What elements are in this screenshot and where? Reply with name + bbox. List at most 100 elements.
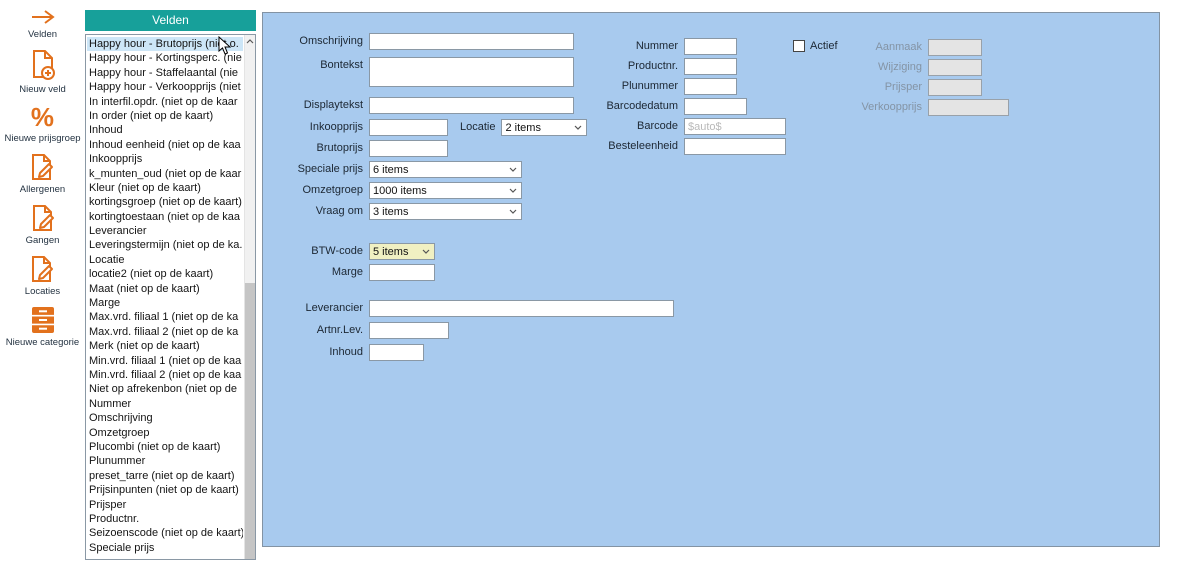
list-item[interactable]: Maat (niet op de kaart) xyxy=(89,282,200,295)
plunummer-input[interactable] xyxy=(684,78,737,95)
sidebar-item-nieuwe-prijsgroep[interactable]: % Nieuwe prijsgroep xyxy=(4,104,80,144)
chevron-down-icon xyxy=(509,209,517,214)
displaytekst-input[interactable] xyxy=(369,97,574,114)
speciale-prijs-value: 6 items xyxy=(373,163,409,176)
document-edit-icon xyxy=(28,255,56,283)
sidebar-item-velden[interactable]: Velden xyxy=(28,8,57,40)
list-item[interactable]: Niet op afrekenbon (niet op de xyxy=(89,383,237,396)
drawer-icon xyxy=(30,306,56,334)
btw-code-label: BTW-code xyxy=(311,245,363,257)
document-edit-icon xyxy=(28,153,56,181)
sidebar-item-gangen[interactable]: Gangen xyxy=(26,204,59,246)
list-item[interactable]: preset_tarre (niet op de kaart) xyxy=(89,469,235,482)
list-item[interactable]: Happy hour - Verkoopprijs (niet xyxy=(89,81,241,94)
list-item[interactable]: kortingtoestaan (niet op de kaa xyxy=(89,210,241,223)
artnr-lev-input[interactable] xyxy=(369,322,449,339)
list-item[interactable]: In interfil.opdr. (niet op de kaar xyxy=(89,95,238,108)
omzetgroep-label: Omzetgroep xyxy=(302,184,363,196)
chevron-down-icon xyxy=(575,125,582,130)
prijsper-input xyxy=(928,79,982,96)
wijziging-input xyxy=(928,59,982,76)
sidebar-item-nieuwe-categorie[interactable]: Nieuwe categorie xyxy=(6,306,79,348)
list-item[interactable]: Omzetgroep xyxy=(89,426,150,439)
list-item[interactable]: Productnr. xyxy=(89,512,140,525)
list-item[interactable]: Locatie xyxy=(89,253,125,266)
document-edit-icon xyxy=(29,204,57,232)
sidebar: Velden Nieuw veld % Nieuwe prijsgroep xyxy=(0,8,85,357)
list-item[interactable]: Seizoenscode (niet op de kaart) xyxy=(89,527,243,540)
percent-icon: % xyxy=(30,102,55,132)
list-item[interactable]: Leveringstermijn (niet op de ka. xyxy=(89,239,243,252)
omschrijving-label: Omschrijving xyxy=(299,35,363,47)
barcode-input[interactable] xyxy=(684,118,786,135)
sidebar-item-locaties[interactable]: Locaties xyxy=(25,255,60,297)
list-item[interactable]: Prijsper xyxy=(89,498,127,511)
productnr-input[interactable] xyxy=(684,58,737,75)
besteleenheid-input[interactable] xyxy=(684,138,786,155)
list-item[interactable]: Inhoud eenheid (niet op de kaa xyxy=(89,138,241,151)
marge-label: Marge xyxy=(331,266,363,278)
scroll-up-icon[interactable] xyxy=(245,35,255,48)
article-form-panel: Omschrijving Bontekst Displaytekst Inkoo… xyxy=(262,12,1160,547)
sidebar-item-label: Nieuw veld xyxy=(19,84,66,95)
inkoopprijs-label: Inkoopprijs xyxy=(309,121,363,133)
plunummer-label: Plunummer xyxy=(621,80,678,92)
list-item[interactable]: Happy hour - Staffelaantal (nie xyxy=(89,66,238,79)
list-item[interactable]: Min.vrd. filiaal 1 (niet op de kaa xyxy=(89,354,242,367)
list-item[interactable]: Merk (niet op de kaart) xyxy=(89,340,200,353)
prijsper-label: Prijsper xyxy=(884,81,922,93)
vraag-om-value: 3 items xyxy=(373,205,409,218)
sidebar-item-label: Nieuwe prijsgroep xyxy=(4,133,81,144)
list-item[interactable]: Happy hour - Kortingsperc. (nie xyxy=(89,52,242,65)
nummer-input[interactable] xyxy=(684,38,737,55)
speciale-prijs-dropdown[interactable]: 6 items xyxy=(369,161,522,178)
list-item[interactable]: Nummer xyxy=(89,397,132,410)
list-item[interactable]: Min.vrd. filiaal 2 (niet op de kaa xyxy=(89,368,242,381)
sidebar-item-allergenen[interactable]: Allergenen xyxy=(20,153,65,195)
list-scrollbar[interactable] xyxy=(244,35,255,559)
inkoopprijs-input[interactable] xyxy=(369,119,448,136)
scrollbar-thumb[interactable] xyxy=(245,283,255,559)
btw-code-dropdown[interactable]: 5 items xyxy=(369,243,435,260)
arrow-right-icon xyxy=(29,8,57,26)
list-item[interactable]: Inhoud xyxy=(89,124,123,137)
list-item[interactable]: Kleur (niet op de kaart) xyxy=(89,181,201,194)
locatie-value: 2 items xyxy=(505,121,541,134)
bontekst-textarea[interactable] xyxy=(369,57,574,87)
omschrijving-input[interactable] xyxy=(369,33,574,50)
list-item[interactable]: Happy hour - Brutoprijs (niet o. xyxy=(87,37,243,52)
locatie-dropdown[interactable]: 2 items xyxy=(501,119,588,136)
vraag-om-dropdown[interactable]: 3 items xyxy=(369,203,522,220)
list-item[interactable]: Max.vrd. filiaal 2 (niet op de ka xyxy=(89,325,239,338)
actief-checkbox[interactable] xyxy=(793,40,805,52)
vraag-om-label: Vraag om xyxy=(315,205,363,217)
list-item[interactable]: locatie2 (niet op de kaart) xyxy=(89,268,214,281)
barcodedatum-label: Barcodedatum xyxy=(606,100,678,112)
list-item[interactable]: Speciale prijs xyxy=(89,541,155,554)
list-item[interactable]: In order (niet op de kaart) xyxy=(89,109,214,122)
sidebar-item-nieuw-veld[interactable]: Nieuw veld xyxy=(19,49,66,95)
marge-input[interactable] xyxy=(369,264,435,281)
productnr-label: Productnr. xyxy=(627,60,678,72)
leverancier-input[interactable] xyxy=(369,300,674,317)
list-item[interactable]: Omschrijving xyxy=(89,412,153,425)
list-item[interactable]: Leverancier xyxy=(89,225,147,238)
list-item[interactable]: k_munten_oud (niet op de kaar xyxy=(89,167,242,180)
list-item[interactable]: Max.vrd. filiaal 1 (niet op de ka xyxy=(89,311,239,324)
omzetgroep-value: 1000 items xyxy=(373,184,427,197)
artnr-lev-label: Artnr.Lev. xyxy=(316,324,363,336)
list-item[interactable]: kortingsgroep (niet op de kaart) xyxy=(89,196,242,209)
brutoprijs-input[interactable] xyxy=(369,140,448,157)
list-item[interactable]: Prijsinpunten (niet op de kaart) xyxy=(89,484,239,497)
barcodedatum-input[interactable] xyxy=(684,98,747,115)
list-item[interactable]: Plucombi (niet op de kaart) xyxy=(89,440,221,453)
locatie-label: Locatie xyxy=(460,121,496,133)
omzetgroep-dropdown[interactable]: 1000 items xyxy=(369,182,522,199)
brutoprijs-label: Brutoprijs xyxy=(316,142,363,154)
inhoud-input[interactable] xyxy=(369,344,424,361)
actief-label: Actief xyxy=(810,40,838,52)
list-item[interactable]: Plunummer xyxy=(89,455,146,468)
list-item[interactable]: Inkoopprijs xyxy=(89,153,143,166)
list-item[interactable]: Marge xyxy=(89,297,121,310)
